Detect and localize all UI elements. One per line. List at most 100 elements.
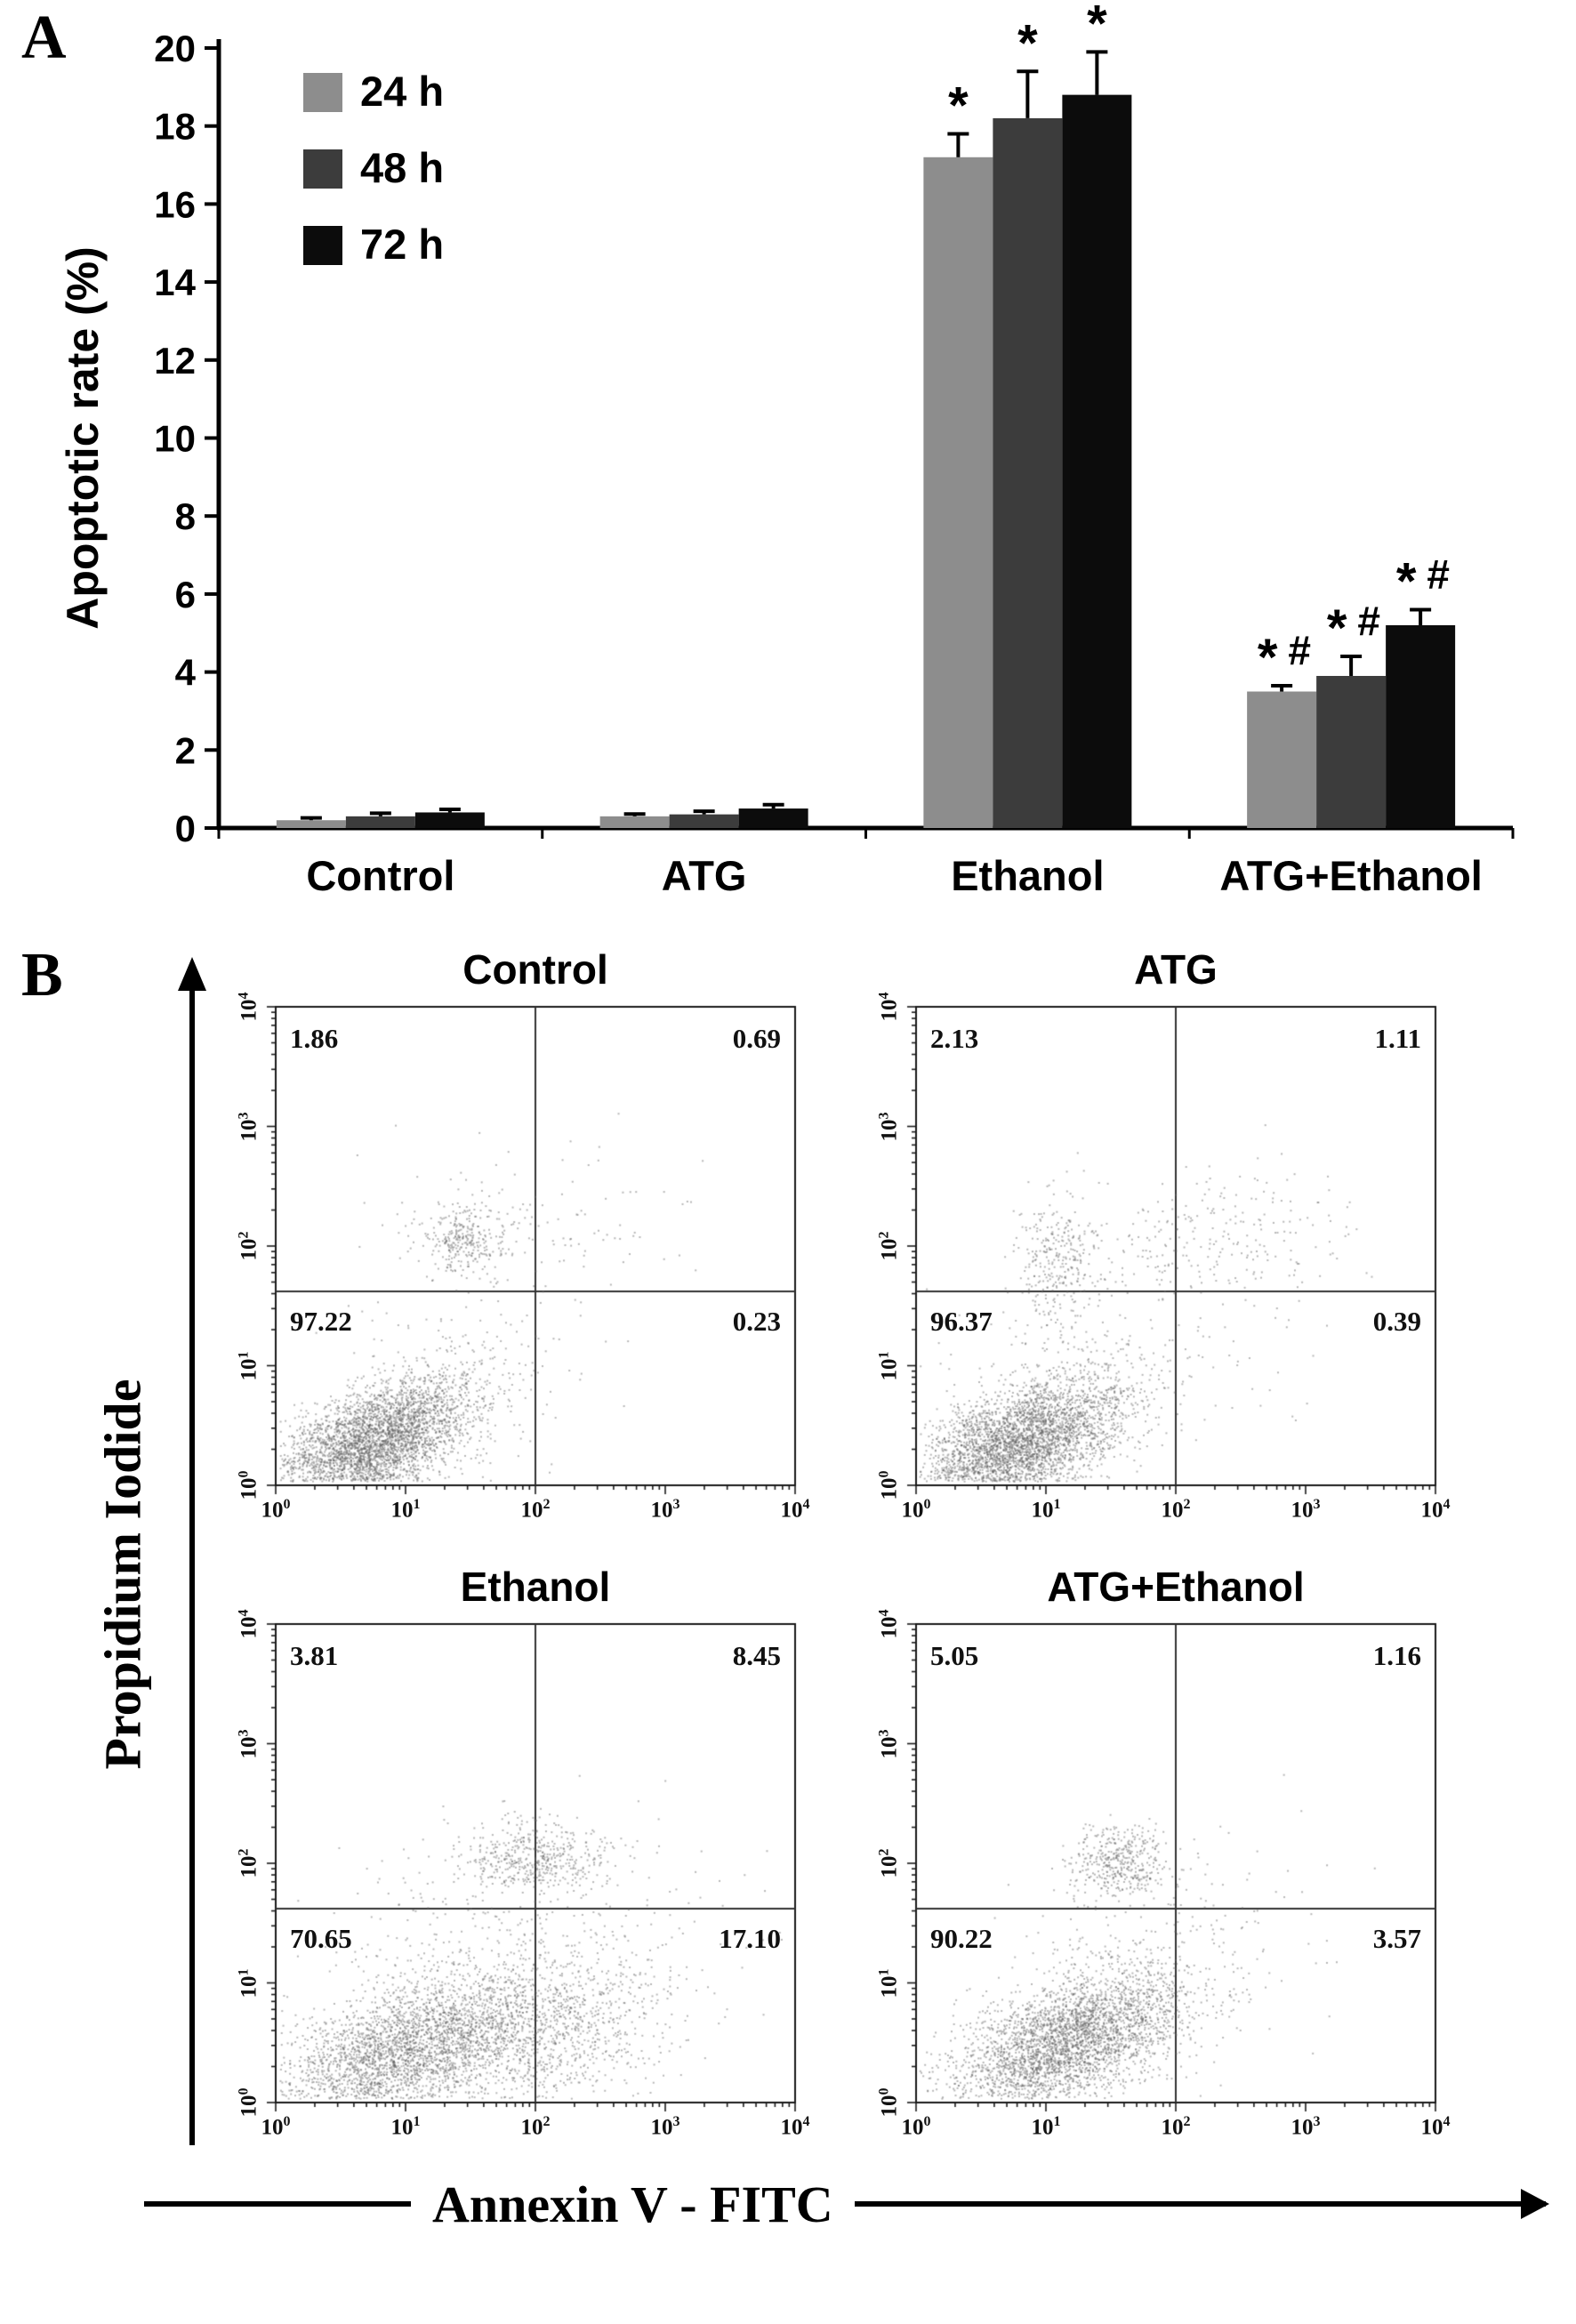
- y-tick-label: 16: [154, 183, 196, 225]
- significance-asterisk: *: [1017, 14, 1038, 72]
- y-tick-label: 12: [154, 340, 196, 382]
- scatter-plot-title: Ethanol: [460, 1564, 611, 1610]
- bar-category-label: Ethanol: [951, 852, 1104, 899]
- x-tick-label: 101: [390, 2114, 421, 2140]
- significance-hash: #: [1427, 551, 1450, 597]
- x-tick-label: 104: [1420, 2114, 1451, 2140]
- y-tick-label: 18: [154, 106, 196, 148]
- scatter-plot-atg: ATG 100 100 101 101 102 102 103 103 104 104 2.13 1.1…: [859, 945, 1451, 1539]
- bar: [993, 117, 1063, 828]
- y-axis-arrowhead-icon: [178, 957, 206, 991]
- y-tick-label: 100: [876, 2087, 902, 2118]
- x-tick-label: 100: [901, 1497, 931, 1523]
- bar-category-label: ATG: [662, 852, 747, 899]
- quadrant-value-upper-right: 1.11: [1374, 1023, 1421, 1054]
- panel-a: A 0 2 4 6 8 10 12 14 16 18 20 Apoptotic rate (%) Con…: [9, 5, 1576, 930]
- y-tick-label: 20: [154, 28, 196, 69]
- panel-b: B Propidium Iodide Control 100 100 101 101 10…: [9, 945, 1576, 2241]
- y-tick-label: 102: [236, 1231, 261, 1261]
- legend-label: 24 h: [360, 68, 444, 115]
- x-tick-label: 104: [780, 1497, 810, 1523]
- y-tick-label: 103: [236, 1112, 261, 1141]
- y-tick-label: 102: [876, 1848, 902, 1878]
- y-tick-label: 14: [154, 261, 196, 303]
- scatter-canvas: [219, 1613, 806, 2156]
- bar: [414, 812, 485, 828]
- significance-hash: #: [1357, 598, 1380, 644]
- significance-asterisk: *: [1087, 5, 1107, 52]
- significance-asterisk: *: [1258, 629, 1278, 687]
- y-tick-label: 103: [236, 1729, 261, 1758]
- bar: [345, 816, 415, 828]
- legend-label: 72 h: [360, 221, 444, 268]
- y-tick-label: 6: [175, 574, 196, 615]
- quadrant-value-lower-right: 0.23: [732, 1306, 781, 1338]
- panel-b-label: B: [21, 941, 63, 1009]
- x-axis-arrowhead-icon: [1521, 2189, 1549, 2219]
- y-tick-label: 102: [876, 1231, 902, 1261]
- y-tick-label: 102: [236, 1848, 261, 1878]
- x-tick-label: 102: [1161, 1497, 1191, 1523]
- legend-swatch: [303, 149, 342, 189]
- quadrant-value-upper-right: 1.16: [1372, 1640, 1421, 1671]
- y-tick-label: 104: [876, 1609, 902, 1639]
- x-tick-label: 103: [650, 1497, 680, 1523]
- scatter-canvas: [859, 996, 1446, 1539]
- scatter-panel-body: Propidium Iodide Control 100 100 101 101 102 1…: [68, 945, 1576, 2156]
- quadrant-value-upper-left: 2.13: [930, 1023, 979, 1054]
- x-tick-label: 100: [261, 1497, 291, 1523]
- x-tick-label: 102: [520, 1497, 551, 1523]
- bar-y-axis-label: Apoptotic rate (%): [58, 246, 108, 630]
- y-tick-label: 4: [175, 652, 197, 694]
- y-tick-label: 104: [876, 992, 902, 1022]
- bar: [923, 157, 993, 828]
- bar-chart: 0 2 4 6 8 10 12 14 16 18 20 Apoptotic rate (%) Contr…: [58, 5, 1515, 899]
- scatter-plot-area: 100 100 101 101 102 102 103 103 104 104 2.13 1.11 96…: [859, 992, 1451, 1539]
- x-tick-label: 100: [901, 2114, 931, 2140]
- bar: [738, 808, 808, 828]
- y-tick-label: 8: [175, 495, 196, 537]
- x-tick-label: 104: [1420, 1497, 1451, 1523]
- quadrant-value-upper-left: 3.81: [290, 1640, 339, 1671]
- bar: [669, 814, 739, 828]
- scatter-y-axis-label: Propidium Iodide: [93, 1379, 152, 1770]
- bar: [1316, 675, 1387, 828]
- quadrant-value-lower-left: 97.22: [290, 1306, 352, 1338]
- y-tick-label: 101: [236, 1968, 261, 1998]
- scatter-x-axis: Annexin V - FITC: [144, 2167, 1549, 2241]
- scatter-plot-area: 100 100 101 101 102 102 103 103 104 104 1.86 0.69 97…: [219, 992, 810, 1539]
- bar: [1247, 691, 1317, 828]
- scatter-canvas: [859, 1613, 1446, 2156]
- quadrant-value-lower-right: 0.39: [1372, 1306, 1421, 1338]
- x-tick-label: 100: [261, 2114, 291, 2140]
- quadrant-value-upper-left: 5.05: [930, 1640, 979, 1671]
- quadrant-value-lower-right: 3.57: [1372, 1923, 1421, 1955]
- legend-swatch: [303, 226, 342, 265]
- bar-category-label: ATG+Ethanol: [1219, 852, 1483, 899]
- x-tick-label: 102: [1161, 2114, 1191, 2140]
- y-tick-label: 0: [175, 808, 196, 849]
- x-axis-arrow-line: [854, 2189, 1549, 2219]
- y-tick-label: 103: [876, 1112, 902, 1141]
- quadrant-value-upper-right: 0.69: [732, 1023, 781, 1054]
- quadrant-value-lower-left: 70.65: [290, 1923, 352, 1955]
- scatter-plot-title: ATG+Ethanol: [1047, 1564, 1305, 1610]
- significance-asterisk: *: [948, 76, 969, 134]
- quadrant-value-upper-right: 8.45: [732, 1640, 781, 1671]
- bar: [599, 816, 670, 828]
- quadrant-value-upper-left: 1.86: [290, 1023, 339, 1054]
- y-tick-label: 104: [236, 992, 261, 1022]
- scatter-plot-title: Control: [462, 946, 608, 993]
- panel-a-label: A: [21, 4, 67, 72]
- scatter-plot-control: Control 100 100 101 101 102 102 103 103 104 104 1.8…: [219, 945, 810, 1539]
- x-tick-label: 103: [1291, 1497, 1321, 1523]
- bar: [1386, 624, 1456, 828]
- legend-label: 48 h: [360, 144, 444, 191]
- y-tick-label: 100: [236, 2087, 261, 2118]
- x-tick-label: 101: [390, 1497, 421, 1523]
- scatter-plot-area: 100 100 101 101 102 102 103 103 104 104 3.81 8.45 70…: [219, 1610, 810, 2156]
- scatter-plot-area: 100 100 101 101 102 102 103 103 104 104 5.05 1.16 90…: [859, 1609, 1451, 2156]
- scatter-plot-ethanol: Ethanol 100 100 101 101 102 102 103 103 104 104 3.8…: [219, 1562, 810, 2156]
- x-tick-label: 103: [650, 2114, 680, 2140]
- x-tick-label: 101: [1031, 2114, 1061, 2140]
